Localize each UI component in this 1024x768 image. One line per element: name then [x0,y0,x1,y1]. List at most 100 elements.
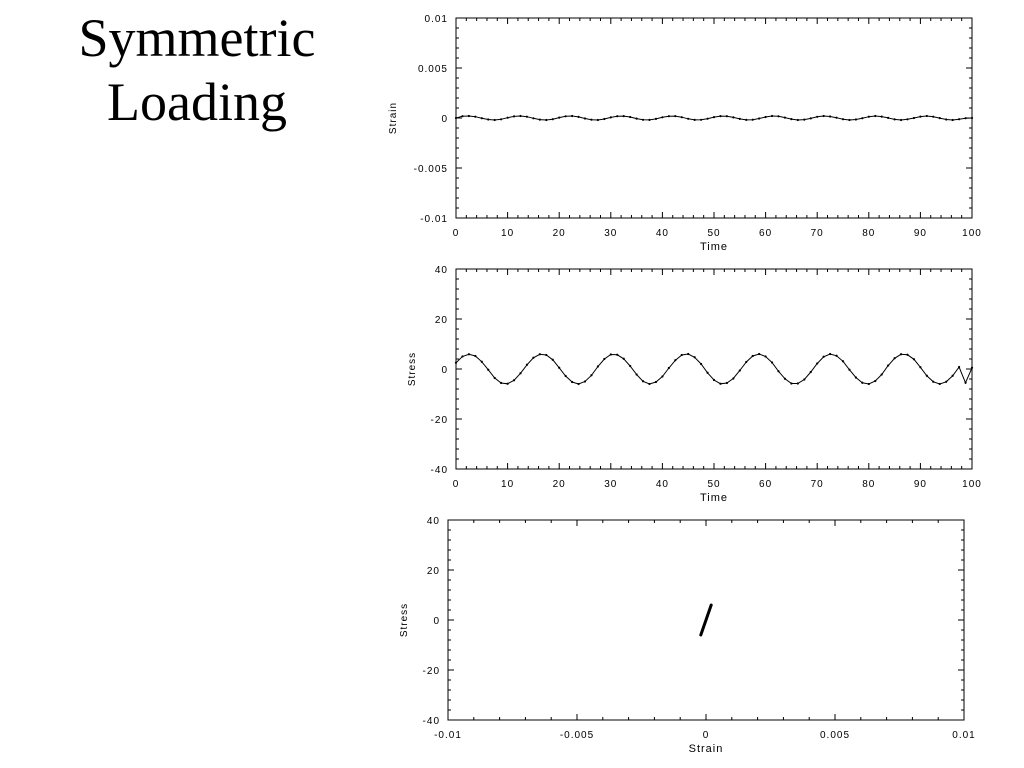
data-point [487,368,490,371]
data-point [571,114,574,118]
data-point [906,118,909,121]
strain-vs-time-chart: 0 10 20 30 40 50 60 70 80 90 100 -0.01 -0.005 0 0.005 0… [388,14,981,253]
data-point [500,381,503,385]
data-point [661,116,664,119]
data-point [680,116,683,119]
slide-title-line-1: Symmetric [78,8,316,68]
x-tick-label: 10 [501,479,514,490]
x-tick-label: 40 [656,228,669,239]
data-point [474,354,477,358]
data-point [899,118,903,122]
data-point [719,115,722,118]
data-point [848,118,851,122]
data-point [958,118,961,121]
data-point [577,115,580,118]
data-point [829,352,832,356]
data-point [648,382,651,386]
data-point [635,117,638,120]
data-point [874,379,877,383]
data-point [654,380,658,384]
y-tick-label: -40 [431,465,448,476]
y-tick-label: -0.005 [414,164,448,175]
data-point [525,115,529,118]
data-point [661,375,664,378]
data-point [803,118,806,121]
data-point [512,115,516,118]
data-point [635,373,638,376]
y-tick-label: -0.01 [420,214,448,225]
data-point [680,353,683,357]
x-tick-label: 40 [656,479,669,490]
data-point [480,117,483,120]
x-tick-label: 0 [453,228,460,239]
data-point [725,381,729,385]
data-point [745,118,748,121]
y-tick-label: 0 [441,114,448,125]
stress-vs-strain-chart: -0.01 -0.005 0 0.005 0.01 -40 -20 0 20 40 Strain St… [399,516,975,755]
x-tick-label: 60 [759,479,772,490]
data-point [700,362,703,366]
data-point [719,382,722,385]
data-point [590,374,593,377]
data-point [854,118,858,121]
data-point [893,118,896,121]
x-tick-label: -0.01 [434,730,462,741]
data-point [829,115,832,118]
data-point [874,114,877,118]
data-point [867,382,870,386]
data-point [577,382,580,386]
y-axis-label: Stress [399,603,410,637]
y-tick-label: 40 [435,265,448,276]
data-point [532,117,535,120]
x-tick-label: 0 [453,479,460,490]
data-point [712,116,716,119]
data-point [796,382,799,385]
data-point [590,118,593,121]
data-point [648,118,651,121]
x-tick-label: 50 [707,228,720,239]
data-point [809,370,812,374]
data-point [770,361,774,364]
data-point [887,116,890,119]
y-tick-label: -20 [431,415,448,426]
data-point [764,355,767,358]
data-point [596,118,600,122]
data-point [745,360,748,364]
data-point [583,117,587,120]
data-point [564,374,567,378]
x-tick-label: 60 [759,228,772,239]
data-point [912,358,916,361]
data-point [945,380,948,383]
x-tick-label: 0.01 [952,730,975,741]
data-point [738,369,741,372]
data-point [467,353,470,356]
data-point [738,117,741,120]
data-point [925,114,928,118]
y-tick-label: 40 [427,516,440,527]
y-tick-label: 0.005 [418,64,448,75]
data-point [938,117,941,120]
data-point [667,366,670,370]
data-point [532,356,535,359]
data-point [687,352,690,356]
y-tick-label: -40 [423,716,440,727]
y-axis-label: Stress [407,352,418,386]
data-point [932,115,935,118]
x-tick-label: 30 [604,228,617,239]
data-point [783,377,787,380]
data-point [951,374,954,377]
data-point [500,118,503,121]
data-point [493,376,496,380]
data-point [641,380,645,383]
data-point [751,354,754,358]
data-point [667,115,670,118]
data-point [538,118,541,121]
data-point [841,360,845,363]
y-tick-label: 0 [441,365,448,376]
data-point [519,372,522,375]
y-axis-label: Strain [388,102,399,134]
data-point [551,118,554,121]
data-point [583,380,587,383]
data-point [609,353,612,356]
